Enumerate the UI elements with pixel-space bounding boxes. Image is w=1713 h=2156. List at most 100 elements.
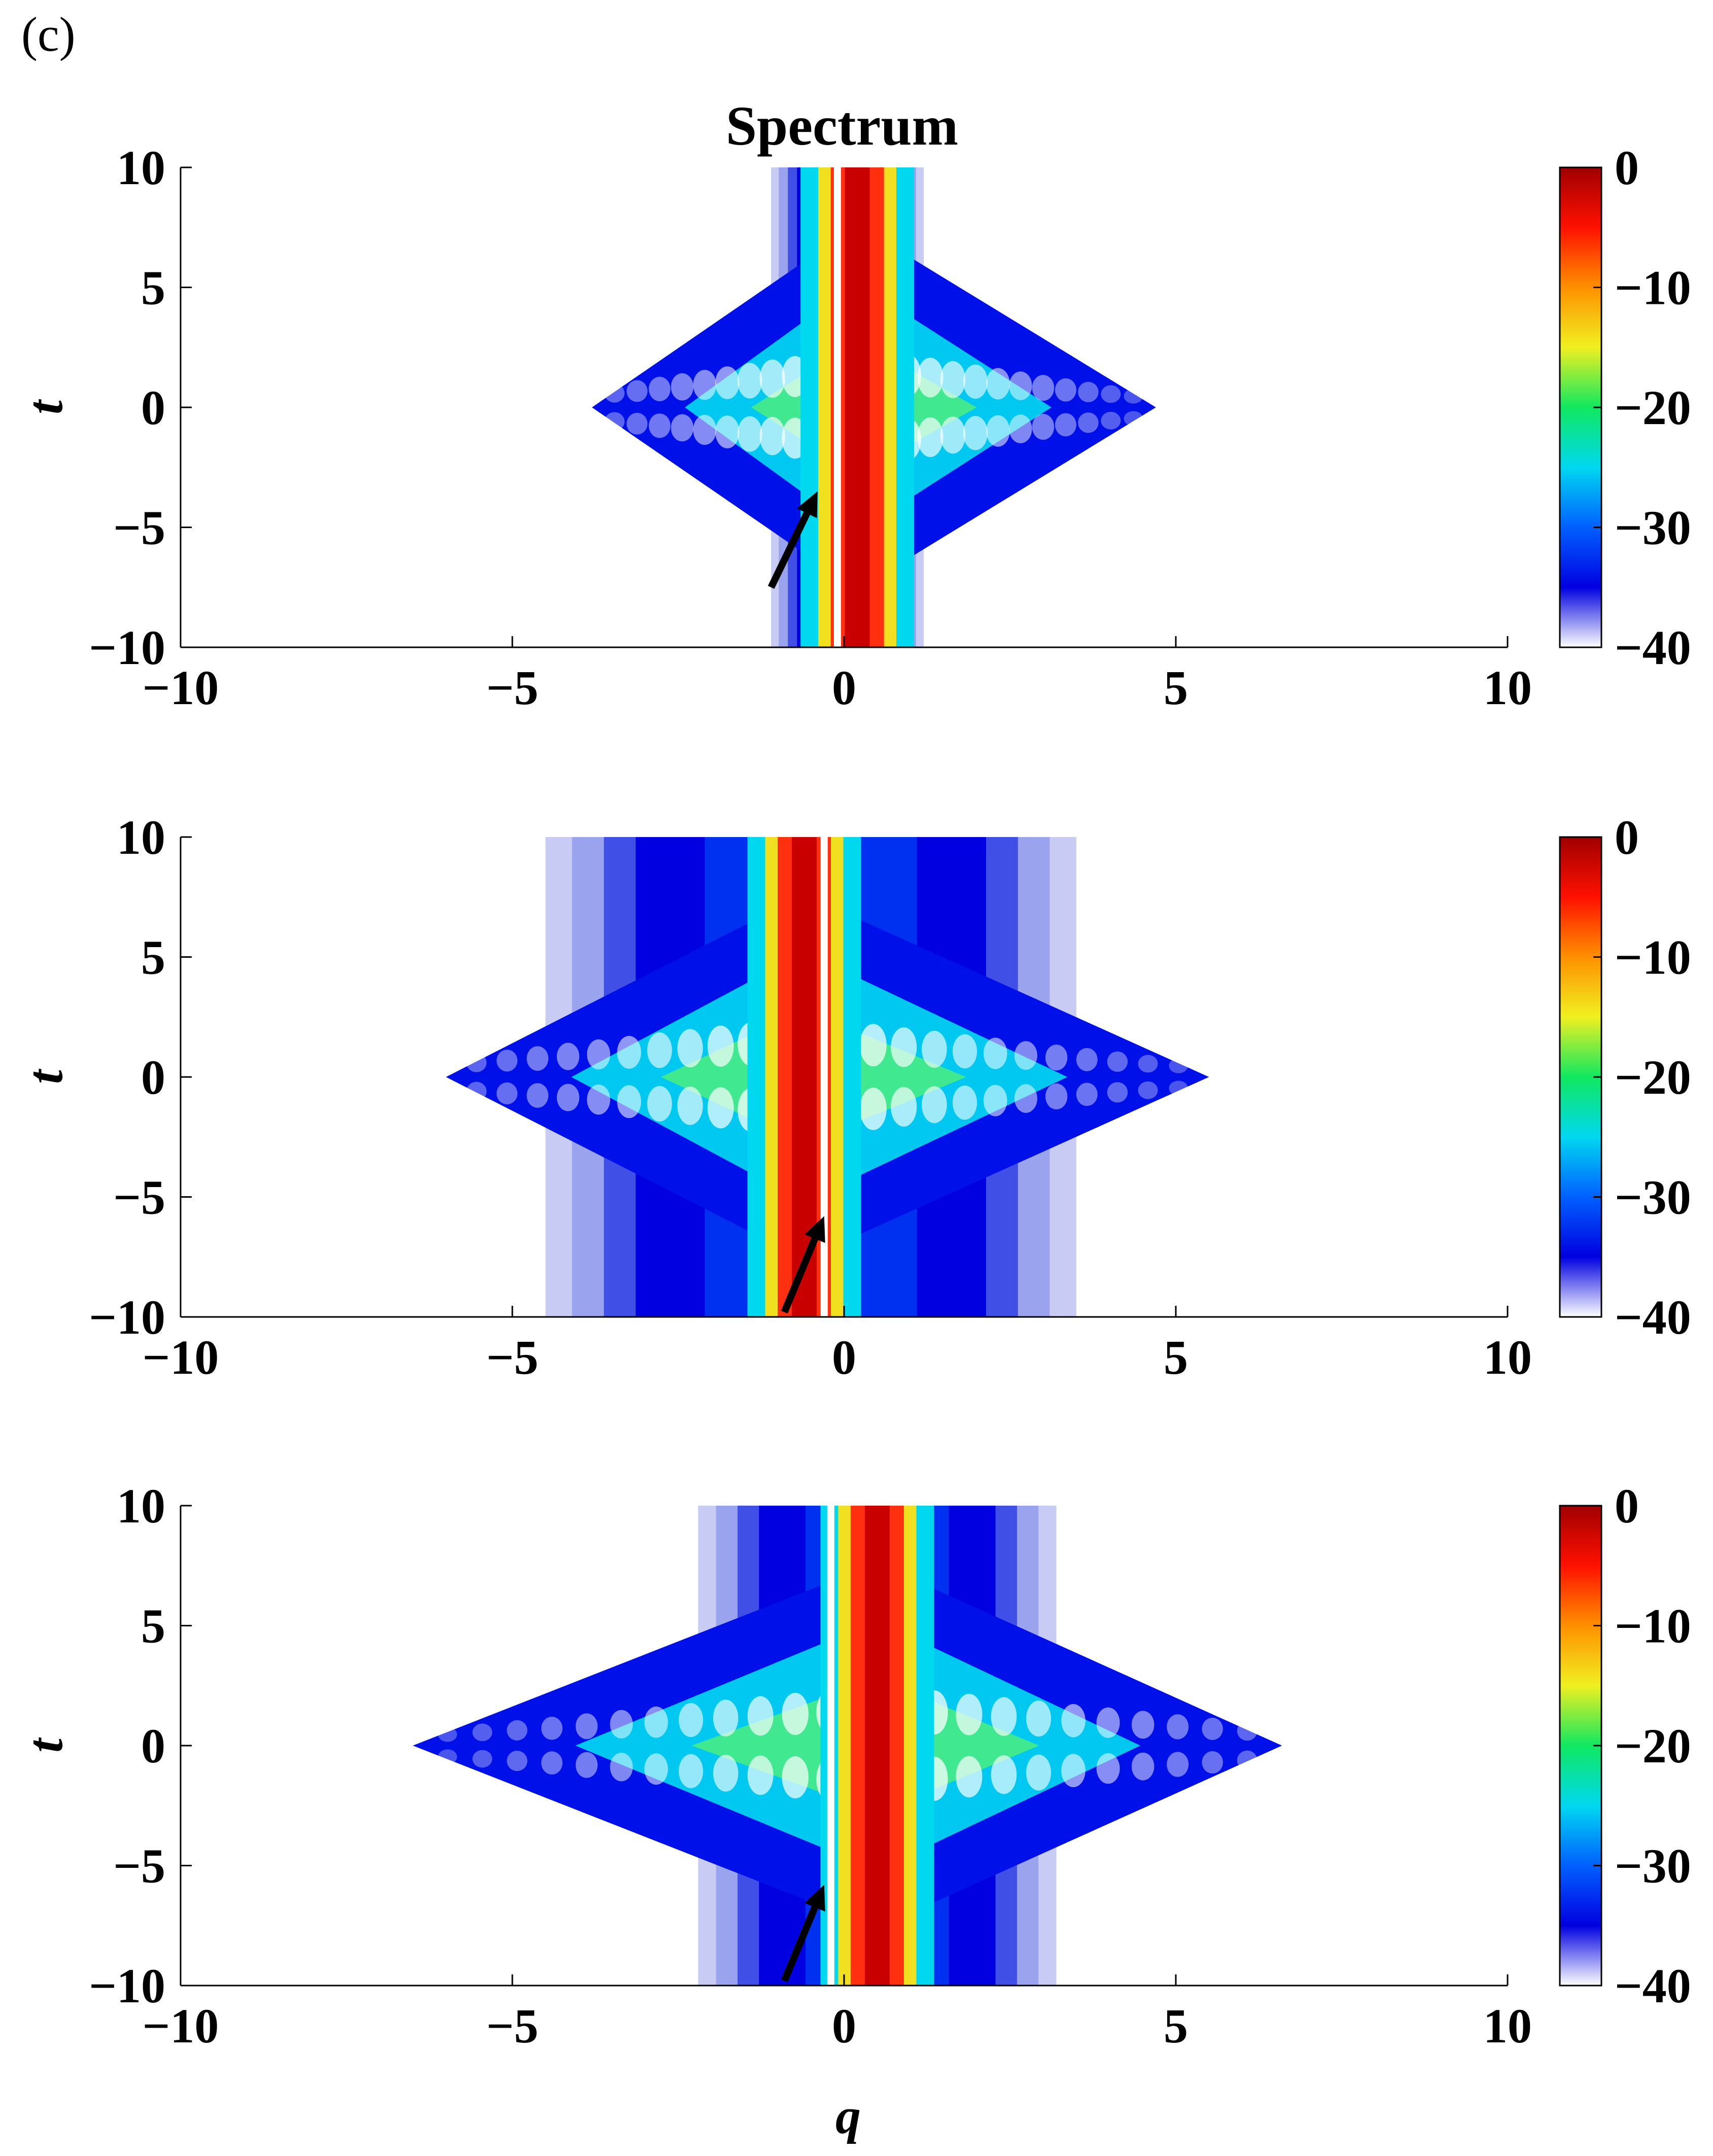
- central-core: [845, 167, 870, 647]
- fringe-blob: [1124, 389, 1143, 404]
- fringe-blob: [438, 1749, 458, 1764]
- fringe-blob: [436, 1081, 456, 1098]
- fringe-blob: [575, 1752, 598, 1778]
- fringe-blob: [617, 1035, 641, 1069]
- fringe-blob: [466, 1053, 487, 1072]
- fringe-blob: [860, 1024, 887, 1067]
- x-tick-label: 0: [832, 1999, 856, 2053]
- fringe-blob: [1096, 1753, 1120, 1784]
- fringe-blob: [1014, 1084, 1037, 1113]
- fringe-blob: [715, 415, 740, 448]
- fringe-blob: [671, 373, 693, 401]
- colorbar-tick-label: −10: [1615, 1599, 1691, 1653]
- fringe-blob: [983, 1037, 1007, 1069]
- fringe-blob: [1202, 1751, 1223, 1774]
- fringe-blob: [707, 1025, 734, 1067]
- fringe-blob: [956, 1693, 983, 1735]
- fringe-blob: [860, 1087, 887, 1130]
- fringe-blob: [1076, 1048, 1098, 1071]
- fringe-blob: [953, 1085, 977, 1120]
- fringe-blob: [677, 1086, 703, 1125]
- fringe-blob: [582, 387, 602, 403]
- y-tick-label: 5: [141, 930, 165, 985]
- fringe-blob: [604, 384, 625, 403]
- y-tick-label: −10: [89, 1959, 165, 2013]
- fringe-blob: [782, 1756, 809, 1799]
- fringe-blob: [679, 1703, 704, 1737]
- heatmap: [403, 1506, 1292, 1986]
- arrow-head: [796, 491, 818, 518]
- fringe-blob: [1026, 1754, 1052, 1791]
- fringe-blob: [556, 1042, 580, 1070]
- fringe-blob: [747, 1696, 774, 1736]
- fringe-blob: [403, 1730, 422, 1743]
- colorbar-tick-label: −20: [1615, 1719, 1691, 1773]
- fringe-blob: [527, 1046, 549, 1071]
- y-axis-label: t: [17, 399, 73, 414]
- colorbar-tick-label: −20: [1615, 380, 1691, 435]
- fringe-blob: [472, 1723, 493, 1742]
- fringe-blob: [541, 1751, 563, 1775]
- fringe-blob: [438, 1727, 458, 1742]
- fringe-blob: [644, 1706, 668, 1738]
- fringe-blob: [963, 415, 988, 450]
- fringe-blob: [1101, 385, 1121, 403]
- x-tick-label: 0: [832, 660, 856, 715]
- fringe-blob: [472, 1750, 493, 1768]
- x-tick-label: −5: [486, 1330, 539, 1384]
- fringe-blob: [737, 363, 762, 399]
- fringe-blob: [1202, 1717, 1223, 1740]
- fringe-blob: [917, 417, 943, 457]
- fringe-blob: [986, 368, 1010, 400]
- x-tick-label: −10: [143, 1999, 219, 2053]
- fringe-blob: [1131, 1752, 1155, 1781]
- y-axis-label: t: [17, 1068, 73, 1084]
- x-tick-label: 10: [1483, 660, 1532, 715]
- fringe-blob: [679, 1754, 704, 1788]
- colorbar-tick-label: −20: [1615, 1050, 1691, 1104]
- fringe-blob: [963, 364, 988, 399]
- fringe-blob: [922, 1086, 947, 1124]
- fringe-blob: [747, 1755, 774, 1795]
- panels: −10 −5 0 5 10 10 5 0 −5 −10 t 0 −10 −20 −30 −40 −10 −5 0 5 1…: [17, 141, 1691, 2053]
- fringe-blob: [617, 1085, 641, 1119]
- colorbar-tick-label: −40: [1615, 1290, 1691, 1344]
- y-tick-label: 5: [141, 261, 165, 315]
- fringe-blob: [1200, 1062, 1218, 1074]
- fringe-blob: [403, 1749, 422, 1761]
- y-tick-label: 0: [141, 380, 165, 435]
- fringe-blob: [610, 1710, 633, 1738]
- colorbar-tick-label: −40: [1615, 620, 1691, 675]
- fringe-blob: [1169, 1081, 1188, 1096]
- gap-line: [820, 837, 828, 1317]
- colorbar-tick-label: −40: [1615, 1959, 1691, 2013]
- annotation-arrow: [767, 511, 811, 589]
- fringe-blob: [1076, 1083, 1098, 1106]
- y-tick-label: −5: [113, 501, 165, 555]
- arrow-head: [805, 1216, 825, 1243]
- fringe-blob: [1045, 1045, 1068, 1071]
- y-tick-label: −10: [89, 1290, 165, 1344]
- y-tick-label: 0: [141, 1719, 165, 1773]
- x-tick-label: 0: [832, 1330, 856, 1384]
- fringe-blob: [604, 412, 625, 431]
- panel-1: −10 −5 0 5 10 10 5 0 −5 −10 t 0 −10 −20 −30 −40: [17, 141, 1691, 715]
- fringe-blob: [1032, 375, 1055, 401]
- fringe-blob: [693, 370, 717, 400]
- colorbar-tick-label: −10: [1615, 930, 1691, 985]
- y-tick-label: 10: [117, 141, 165, 195]
- colorbar-tick-label: 0: [1615, 1479, 1639, 1533]
- fringe-blob: [922, 1030, 947, 1068]
- fringe-blob: [1026, 1700, 1052, 1737]
- fringe-blob: [1009, 371, 1032, 400]
- fringe-blob: [940, 361, 966, 398]
- fringe-blob: [1055, 413, 1076, 437]
- fringe-blob: [1009, 414, 1032, 443]
- fringe-blob: [1272, 1724, 1292, 1742]
- annotation-arrow: [781, 1905, 818, 1983]
- colorbar-tick-label: 0: [1615, 141, 1639, 195]
- fringe-blob: [582, 411, 602, 428]
- fringe-blob: [1237, 1750, 1257, 1770]
- fringe-blob: [1078, 381, 1099, 402]
